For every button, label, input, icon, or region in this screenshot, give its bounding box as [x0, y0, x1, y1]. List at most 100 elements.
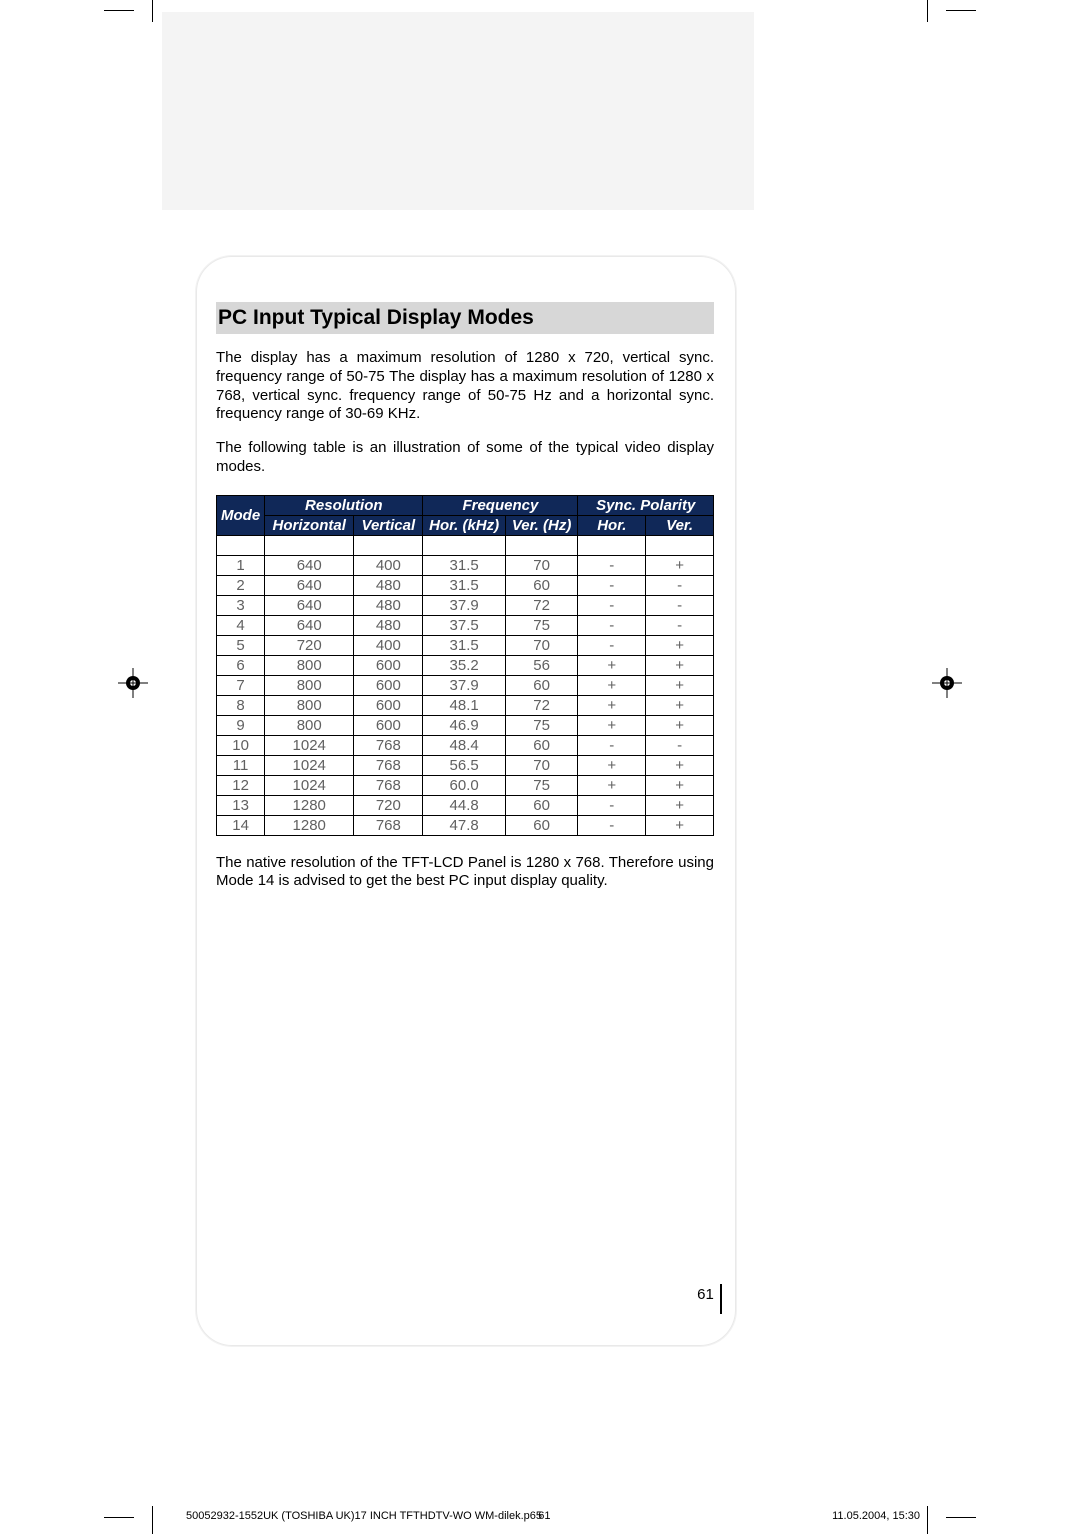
- cell: -: [646, 615, 714, 635]
- cell: 75: [505, 715, 578, 735]
- cell: 48.1: [423, 695, 505, 715]
- cell: 400: [354, 635, 423, 655]
- table-row: 364048037.972--: [217, 595, 714, 615]
- page-number-text: 61: [697, 1286, 714, 1303]
- table-row: 780060037.960++: [217, 675, 714, 695]
- cell: 480: [354, 615, 423, 635]
- page-number: 61: [697, 1286, 722, 1316]
- cell: -: [646, 735, 714, 755]
- cell: -: [578, 555, 646, 575]
- cell: 3: [217, 595, 265, 615]
- cell: +: [578, 655, 646, 675]
- cell: 640: [265, 555, 354, 575]
- page-area: PC Input Typical Display Modes The displ…: [0, 0, 1080, 1528]
- intro-paragraph-1: The display has a maximum resolution of …: [216, 349, 714, 424]
- intro-paragraph-2: The following table is an illustration o…: [216, 439, 714, 477]
- cell: 60.0: [423, 775, 505, 795]
- cell: 60: [505, 675, 578, 695]
- table-row: 464048037.575--: [217, 615, 714, 635]
- cell: -: [578, 735, 646, 755]
- section-heading-bar: PC Input Typical Display Modes: [216, 302, 714, 334]
- cell: +: [646, 795, 714, 815]
- cell: [646, 535, 714, 555]
- registration-mark-left-icon: [118, 668, 148, 698]
- footer-timestamp: 11.05.2004, 15:30: [832, 1510, 920, 1522]
- th-resolution: Resolution: [265, 495, 423, 515]
- cell: 4: [217, 615, 265, 635]
- table-row: 14128076847.860-+: [217, 815, 714, 835]
- display-modes-table: Mode Resolution Frequency Sync. Polarity…: [216, 495, 714, 836]
- footer-line: 50052932-1552UK (TOSHIBA UK)17 INCH TFTH…: [186, 1510, 920, 1522]
- cell: 600: [354, 675, 423, 695]
- cell: 640: [265, 595, 354, 615]
- cell: 1280: [265, 815, 354, 835]
- cell: 1: [217, 555, 265, 575]
- cell: 6: [217, 655, 265, 675]
- cell: 600: [354, 655, 423, 675]
- cell: +: [646, 755, 714, 775]
- table-row: 264048031.560--: [217, 575, 714, 595]
- th-horizontal: Horizontal: [265, 515, 354, 535]
- registration-mark-right-icon: [932, 668, 962, 698]
- cell: [423, 535, 505, 555]
- cell: 480: [354, 595, 423, 615]
- cell: 70: [505, 635, 578, 655]
- th-sync-polarity: Sync. Polarity: [578, 495, 714, 515]
- th-sync-hor: Hor.: [578, 515, 646, 535]
- section-heading: PC Input Typical Display Modes: [216, 306, 706, 330]
- cell: [505, 535, 578, 555]
- cell: +: [646, 715, 714, 735]
- cell: +: [646, 555, 714, 575]
- table-row: 880060048.172++: [217, 695, 714, 715]
- content-panel: PC Input Typical Display Modes The displ…: [196, 256, 736, 1346]
- cell: +: [578, 755, 646, 775]
- cell: 768: [354, 775, 423, 795]
- table-row: 572040031.570-+: [217, 635, 714, 655]
- cell: 37.5: [423, 615, 505, 635]
- page-number-bar-icon: [720, 1284, 722, 1314]
- th-hor-khz: Hor. (kHz): [423, 515, 505, 535]
- cell: 31.5: [423, 575, 505, 595]
- table-row: [217, 535, 714, 555]
- table-row: 12102476860.075++: [217, 775, 714, 795]
- cell: 2: [217, 575, 265, 595]
- crop-mark-bottom-right: [940, 1498, 976, 1534]
- cell: 800: [265, 715, 354, 735]
- cell: -: [578, 575, 646, 595]
- cell: +: [646, 675, 714, 695]
- cell: 1024: [265, 735, 354, 755]
- cell: +: [578, 675, 646, 695]
- cell: 9: [217, 715, 265, 735]
- cell: +: [646, 815, 714, 835]
- cell: -: [578, 795, 646, 815]
- cell: 72: [505, 695, 578, 715]
- cell: 47.8: [423, 815, 505, 835]
- cell: -: [646, 575, 714, 595]
- cell: +: [646, 655, 714, 675]
- cell: 720: [354, 795, 423, 815]
- cell: -: [578, 595, 646, 615]
- cell: 720: [265, 635, 354, 655]
- cell: 37.9: [423, 595, 505, 615]
- cell: 31.5: [423, 635, 505, 655]
- cell: 35.2: [423, 655, 505, 675]
- table-row: 164040031.570-+: [217, 555, 714, 575]
- cell: +: [578, 715, 646, 735]
- crop-mark-top-right: [940, 0, 976, 30]
- th-ver-hz: Ver. (Hz): [505, 515, 578, 535]
- cell: -: [578, 635, 646, 655]
- cell: 60: [505, 795, 578, 815]
- cell: 1024: [265, 755, 354, 775]
- cell: 1024: [265, 775, 354, 795]
- table-row: 13128072044.860-+: [217, 795, 714, 815]
- footer-filename: 50052932-1552UK (TOSHIBA UK)17 INCH TFTH…: [186, 1510, 542, 1522]
- cell: 70: [505, 755, 578, 775]
- cell: 800: [265, 655, 354, 675]
- cell: 768: [354, 735, 423, 755]
- th-sync-ver: Ver.: [646, 515, 714, 535]
- cell: 75: [505, 615, 578, 635]
- cell: 11: [217, 755, 265, 775]
- cell: 60: [505, 735, 578, 755]
- cell: 60: [505, 815, 578, 835]
- cell: 480: [354, 575, 423, 595]
